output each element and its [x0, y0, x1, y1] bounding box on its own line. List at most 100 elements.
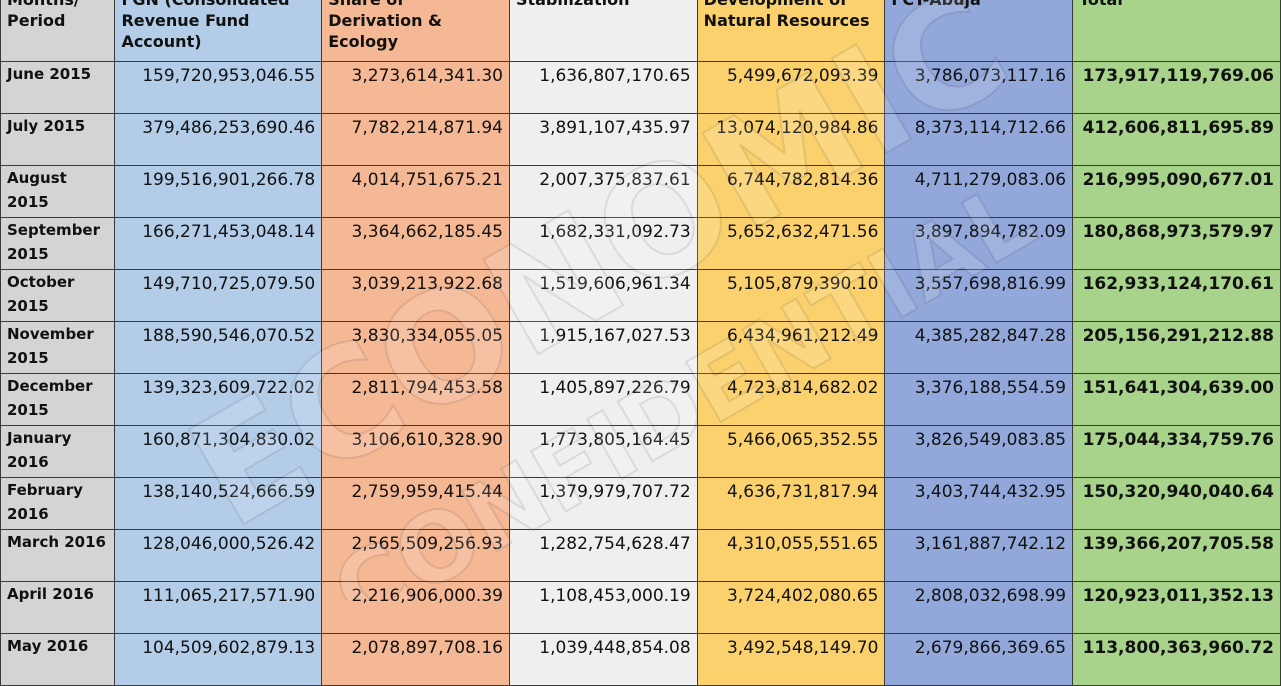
cell-fct: 3,161,887,742.12 — [884, 529, 1074, 582]
cell-total: 150,320,940,040.64 — [1072, 477, 1281, 530]
cell-fgn: 159,720,953,046.55 — [114, 61, 323, 114]
cell-fct: 4,711,279,083.06 — [884, 165, 1074, 218]
header-stabilization: Stabilization — [508, 0, 698, 62]
cell-derivation: 2,565,509,256.93 — [321, 529, 510, 582]
cell-total: 120,923,011,352.13 — [1072, 581, 1281, 634]
header-period: Months/ Period — [0, 0, 116, 62]
cell-derivation: 2,216,906,000.39 — [321, 581, 510, 634]
table-row: August 2015 199,516,901,266.78 4,014,751,6… — [0, 165, 1281, 218]
cell-stabilization: 1,519,606,961.34 — [508, 269, 698, 322]
cell-fgn: 160,871,304,830.02 — [114, 425, 323, 478]
cell-total: 175,044,334,759.76 — [1072, 425, 1281, 478]
cell-period: September 2015 — [0, 217, 116, 270]
table-row: January 2016 160,871,304,830.02 3,106,610,… — [0, 425, 1281, 478]
cell-development: 4,636,731,817.94 — [696, 477, 886, 530]
cell-development: 5,652,632,471.56 — [696, 217, 886, 270]
cell-fct: 3,376,188,554.59 — [884, 373, 1074, 426]
cell-period: August 2015 — [0, 165, 116, 218]
cell-total: 162,933,124,170.61 — [1072, 269, 1281, 322]
cell-period: February 2016 — [0, 477, 116, 530]
cell-total: 205,156,291,212.88 — [1072, 321, 1281, 374]
cell-fgn: 111,065,217,571.90 — [114, 581, 323, 634]
table-row: May 2016 104,509,602,879.13 2,078,897,708.… — [0, 633, 1281, 686]
cell-total: 113,800,363,960.72 — [1072, 633, 1281, 686]
cell-fgn: 138,140,524,666.59 — [114, 477, 323, 530]
table-row: July 2015 379,486,253,690.46 7,782,214,871… — [0, 113, 1281, 166]
table-row: October 2015 149,710,725,079.50 3,039,213,… — [0, 269, 1281, 322]
cell-stabilization: 1,405,897,226.79 — [508, 373, 698, 426]
cell-development: 5,466,065,352.55 — [696, 425, 886, 478]
cell-stabilization: 2,007,375,837.61 — [508, 165, 698, 218]
cell-fgn: 139,323,609,722.02 — [114, 373, 323, 426]
header-fct: FCT-Abuja — [884, 0, 1074, 62]
table-row: March 2016 128,046,000,526.42 2,565,509,25… — [0, 529, 1281, 582]
cell-stabilization: 1,682,331,092.73 — [508, 217, 698, 270]
cell-fct: 2,679,866,369.65 — [884, 633, 1074, 686]
cell-fgn: 104,509,602,879.13 — [114, 633, 323, 686]
cell-stabilization: 1,379,979,707.72 — [508, 477, 698, 530]
cell-fct: 3,826,549,083.85 — [884, 425, 1074, 478]
cell-fgn: 199,516,901,266.78 — [114, 165, 323, 218]
cell-stabilization: 1,108,453,000.19 — [508, 581, 698, 634]
cell-total: 151,641,304,639.00 — [1072, 373, 1281, 426]
cell-development: 3,492,548,149.70 — [696, 633, 886, 686]
cell-fct: 2,808,032,698.99 — [884, 581, 1074, 634]
cell-total: 180,868,973,579.97 — [1072, 217, 1281, 270]
cell-fct: 3,403,744,432.95 — [884, 477, 1074, 530]
cell-total: 216,995,090,677.01 — [1072, 165, 1281, 218]
cell-period: November 2015 — [0, 321, 116, 374]
cell-development: 5,499,672,093.39 — [696, 61, 886, 114]
header-fgn: FGN (Consolidated Revenue Fund Account) — [114, 0, 323, 62]
header-derivation: Share of Derivation & Ecology — [321, 0, 510, 62]
cell-derivation: 3,106,610,328.90 — [321, 425, 510, 478]
table-header-row: Months/ Period FGN (Consolidated Revenue… — [0, 0, 1281, 62]
cell-stabilization: 1,636,807,170.65 — [508, 61, 698, 114]
cell-development: 3,724,402,080.65 — [696, 581, 886, 634]
table-row: June 2015 159,720,953,046.55 3,273,614,341… — [0, 61, 1281, 114]
cell-derivation: 2,759,959,415.44 — [321, 477, 510, 530]
cell-development: 4,310,055,551.65 — [696, 529, 886, 582]
cell-derivation: 3,364,662,185.45 — [321, 217, 510, 270]
cell-fgn: 166,271,453,048.14 — [114, 217, 323, 270]
cell-period: March 2016 — [0, 529, 116, 582]
cell-development: 6,744,782,814.36 — [696, 165, 886, 218]
cell-total: 173,917,119,769.06 — [1072, 61, 1281, 114]
table-row: February 2016 138,140,524,666.59 2,759,959… — [0, 477, 1281, 530]
cell-fgn: 188,590,546,070.52 — [114, 321, 323, 374]
cell-derivation: 3,273,614,341.30 — [321, 61, 510, 114]
cell-development: 4,723,814,682.02 — [696, 373, 886, 426]
cell-stabilization: 3,891,107,435.97 — [508, 113, 698, 166]
cell-stabilization: 1,282,754,628.47 — [508, 529, 698, 582]
table-row: November 2015 188,590,546,070.52 3,830,334… — [0, 321, 1281, 374]
cell-fct: 4,385,282,847.28 — [884, 321, 1074, 374]
cell-period: December 2015 — [0, 373, 116, 426]
table-body: June 2015 159,720,953,046.55 3,273,614,341… — [0, 61, 1281, 686]
cell-stabilization: 1,039,448,854.08 — [508, 633, 698, 686]
cell-period: January 2016 — [0, 425, 116, 478]
cell-derivation: 2,811,794,453.58 — [321, 373, 510, 426]
cell-fgn: 149,710,725,079.50 — [114, 269, 323, 322]
cell-derivation: 4,014,751,675.21 — [321, 165, 510, 218]
header-development: Development of Natural Resources — [696, 0, 886, 62]
table-row: December 2015 139,323,609,722.02 2,811,794… — [0, 373, 1281, 426]
cell-fct: 3,557,698,816.99 — [884, 269, 1074, 322]
cell-development: 6,434,961,212.49 — [696, 321, 886, 374]
cell-total: 139,366,207,705.58 — [1072, 529, 1281, 582]
cell-derivation: 3,830,334,055.05 — [321, 321, 510, 374]
cell-fgn: 379,486,253,690.46 — [114, 113, 323, 166]
cell-derivation: 2,078,897,708.16 — [321, 633, 510, 686]
table-row: September 2015 166,271,453,048.14 3,364,66… — [0, 217, 1281, 270]
cell-fct: 3,786,073,117.16 — [884, 61, 1074, 114]
cell-fgn: 128,046,000,526.42 — [114, 529, 323, 582]
cell-fct: 8,373,114,712.66 — [884, 113, 1074, 166]
cell-derivation: 7,782,214,871.94 — [321, 113, 510, 166]
cell-total: 412,606,811,695.89 — [1072, 113, 1281, 166]
cell-development: 13,074,120,984.86 — [696, 113, 886, 166]
cell-period: April 2016 — [0, 581, 116, 634]
cell-fct: 3,897,894,782.09 — [884, 217, 1074, 270]
cell-stabilization: 1,773,805,164.45 — [508, 425, 698, 478]
cell-period: May 2016 — [0, 633, 116, 686]
cell-period: July 2015 — [0, 113, 116, 166]
cell-development: 5,105,879,390.10 — [696, 269, 886, 322]
